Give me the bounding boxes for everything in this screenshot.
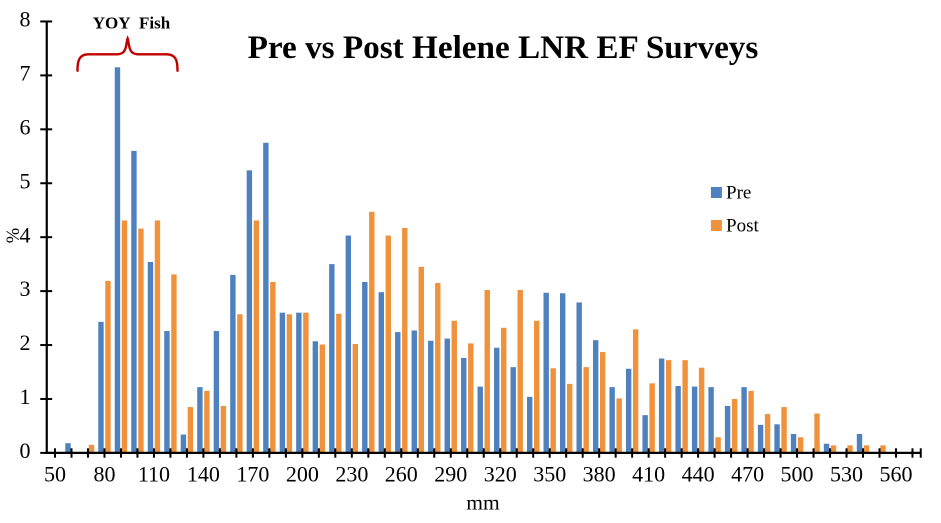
svg-text:YOY Fish: YOY Fish bbox=[93, 14, 171, 33]
svg-text:50: 50 bbox=[44, 462, 66, 487]
svg-text:Pre: Pre bbox=[726, 183, 751, 204]
svg-text:230: 230 bbox=[335, 462, 368, 487]
svg-text:110: 110 bbox=[138, 462, 170, 487]
svg-text:320: 320 bbox=[484, 462, 517, 487]
svg-text:440: 440 bbox=[682, 462, 715, 487]
svg-text:530: 530 bbox=[830, 462, 863, 487]
svg-text:2: 2 bbox=[20, 330, 31, 355]
svg-text:290: 290 bbox=[434, 462, 467, 487]
svg-text:7: 7 bbox=[20, 60, 31, 85]
svg-text:6: 6 bbox=[20, 114, 31, 139]
svg-text:500: 500 bbox=[781, 462, 814, 487]
svg-text:260: 260 bbox=[385, 462, 418, 487]
svg-text:140: 140 bbox=[187, 462, 220, 487]
svg-text:5: 5 bbox=[20, 168, 31, 193]
svg-text:8: 8 bbox=[20, 7, 31, 32]
svg-text:410: 410 bbox=[632, 462, 665, 487]
svg-text:%: % bbox=[4, 228, 24, 243]
svg-text:350: 350 bbox=[533, 462, 566, 487]
svg-text:Pre vs Post Helene LNR EF Surv: Pre vs Post Helene LNR EF Surveys bbox=[248, 29, 759, 66]
svg-text:mm: mm bbox=[466, 491, 500, 515]
svg-text:80: 80 bbox=[93, 462, 115, 487]
svg-text:200: 200 bbox=[286, 462, 319, 487]
svg-text:0: 0 bbox=[20, 438, 31, 463]
svg-text:380: 380 bbox=[583, 462, 616, 487]
svg-text:3: 3 bbox=[20, 276, 31, 301]
svg-text:Post: Post bbox=[726, 216, 759, 237]
svg-text:1: 1 bbox=[20, 384, 31, 409]
svg-text:560: 560 bbox=[879, 462, 912, 487]
svg-text:4: 4 bbox=[20, 222, 31, 247]
svg-text:470: 470 bbox=[731, 462, 764, 487]
svg-text:170: 170 bbox=[236, 462, 269, 487]
